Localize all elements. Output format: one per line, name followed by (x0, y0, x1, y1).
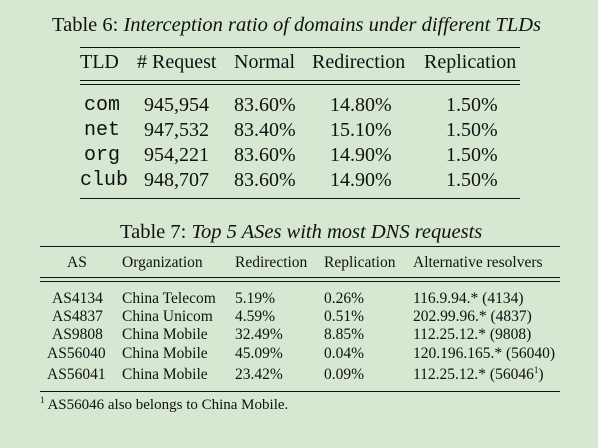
table7-bottom-rule (40, 391, 560, 392)
table-row: AS4134 China Telecom 5.19% 0.26% 116.9.9… (40, 290, 560, 309)
table6-top-rule (80, 47, 520, 48)
table6-cell-replication: 1.50% (446, 94, 498, 116)
table6-cell-normal: 83.40% (234, 119, 296, 141)
table6-cell-replication: 1.50% (446, 144, 498, 166)
table6-cell-tld: club (80, 169, 129, 192)
table6-cell-redirection: 15.10% (330, 119, 392, 141)
table7-cell-replication: 0.09% (324, 366, 365, 383)
table7-cell-alternative-resolvers: 202.99.96.* (4837) (413, 308, 532, 325)
table-row: AS4837 China Unicom 4.59% 0.51% 202.99.9… (40, 308, 560, 327)
table7-cell-replication: 0.04% (324, 345, 365, 362)
table6-caption-prefix: Table 6: (52, 14, 119, 36)
table7-caption-title: Top 5 ASes with most DNS requests (191, 221, 483, 243)
table7-cell-alternative-resolvers: 116.9.94.* (4134) (413, 290, 524, 307)
table-row: AS56041 China Mobile 23.42% 0.09% 112.25… (40, 364, 560, 385)
table6-cell-tld: org (84, 144, 121, 167)
table7-cell-as: AS56041 (47, 366, 106, 383)
table-row: org 954,221 83.60% 14.90% 1.50% (80, 144, 520, 169)
table-row: club 948,707 83.60% 14.90% 1.50% (80, 169, 520, 194)
table7-cell-organization: China Mobile (122, 326, 208, 343)
table7-header-alternative-resolvers: Alternative resolvers (413, 254, 543, 271)
footnote-reference-mark: 1 (533, 364, 539, 375)
table6-cell-normal: 83.60% (234, 169, 296, 191)
table7-caption-prefix: Table 7: (120, 221, 187, 243)
table6-header-requests: # Request (137, 51, 217, 73)
table7-cell-alternative-resolvers: 112.25.12.* (560461) (413, 364, 544, 384)
table6-cell-tld: net (84, 119, 121, 142)
table7-cell-as: AS4134 (52, 290, 103, 307)
table6-caption: Table 6: Interception ratio of domains u… (52, 14, 541, 37)
table-row: AS56040 China Mobile 45.09% 0.04% 120.19… (40, 345, 560, 364)
table6-cell-replication: 1.50% (446, 119, 498, 141)
table7-cell-organization: China Mobile (122, 366, 208, 383)
table7-cell-replication: 0.26% (324, 290, 365, 307)
table7-cell-alternative-resolvers: 120.196.165.* (56040) (413, 345, 556, 362)
table7-cell-as: AS56040 (47, 345, 106, 362)
table7-cell-redirection: 5.19% (235, 290, 276, 307)
table6-bottom-rule (80, 198, 520, 199)
table6-mid-rule-2 (80, 84, 520, 85)
table-row: AS9808 China Mobile 32.49% 8.85% 112.25.… (40, 326, 560, 345)
footnote-text: AS56046 also belongs to China Mobile. (47, 397, 289, 413)
table7-top-rule (40, 246, 560, 247)
table7-cell-redirection: 23.42% (235, 366, 283, 383)
table7-cell-organization: China Unicom (122, 308, 213, 325)
table-row: com 945,954 83.60% 14.80% 1.50% (80, 94, 520, 119)
table6-cell-requests: 948,707 (144, 169, 209, 191)
table7-header-organization: Organization (122, 254, 203, 271)
table6-cell-tld: com (84, 94, 121, 117)
table6-header-redirection: Redirection (312, 51, 406, 73)
table-row: net 947,532 83.40% 15.10% 1.50% (80, 119, 520, 144)
table6-header-tld: TLD (80, 51, 119, 73)
footnote-mark: 1 (40, 395, 45, 405)
table6-cell-redirection: 14.90% (330, 144, 392, 166)
table6-header-replication: Replication (424, 51, 517, 73)
table6-cell-requests: 947,532 (144, 119, 209, 141)
table6-caption-title: Interception ratio of domains under diff… (123, 14, 542, 36)
table7-cell-organization: China Telecom (122, 290, 216, 307)
table6-header-row: TLD # Request Normal Redirection Replica… (80, 51, 520, 76)
table6-cell-redirection: 14.80% (330, 94, 392, 116)
table6-cell-requests: 945,954 (144, 94, 209, 116)
table7-cell-redirection: 4.59% (235, 308, 276, 325)
table7-mid-rule-2 (40, 281, 560, 282)
table6-header-normal: Normal (234, 51, 296, 73)
table6-mid-rule-1 (80, 80, 520, 81)
table7-caption: Table 7: Top 5 ASes with most DNS reques… (120, 221, 482, 244)
table7-cell-as: AS9808 (52, 326, 103, 343)
table7-header-row: AS Organization Redirection Replication … (40, 254, 560, 273)
table6-cell-redirection: 14.90% (330, 169, 392, 191)
table7-cell-redirection: 32.49% (235, 326, 283, 343)
table7-cell-replication: 0.51% (324, 308, 365, 325)
table7-cell-replication: 8.85% (324, 326, 365, 343)
table7-cell-redirection: 45.09% (235, 345, 283, 362)
table6-cell-normal: 83.60% (234, 144, 296, 166)
footnote: 1 AS56046 also belongs to China Mobile. (40, 395, 289, 414)
table7-cell-alternative-resolvers: 112.25.12.* (9808) (413, 326, 532, 343)
table7-header-replication: Replication (324, 254, 396, 271)
table6-cell-replication: 1.50% (446, 169, 498, 191)
table7-resolver-close: ) (538, 366, 544, 383)
table7-mid-rule-1 (40, 277, 560, 278)
table7-resolver-text: 112.25.12.* (56046 (413, 366, 534, 383)
table7-cell-as: AS4837 (52, 308, 103, 325)
table6-cell-requests: 954,221 (144, 144, 209, 166)
table7-header-redirection: Redirection (235, 254, 308, 271)
table7-header-as: AS (67, 254, 87, 271)
table6-cell-normal: 83.60% (234, 94, 296, 116)
table7-cell-organization: China Mobile (122, 345, 208, 362)
